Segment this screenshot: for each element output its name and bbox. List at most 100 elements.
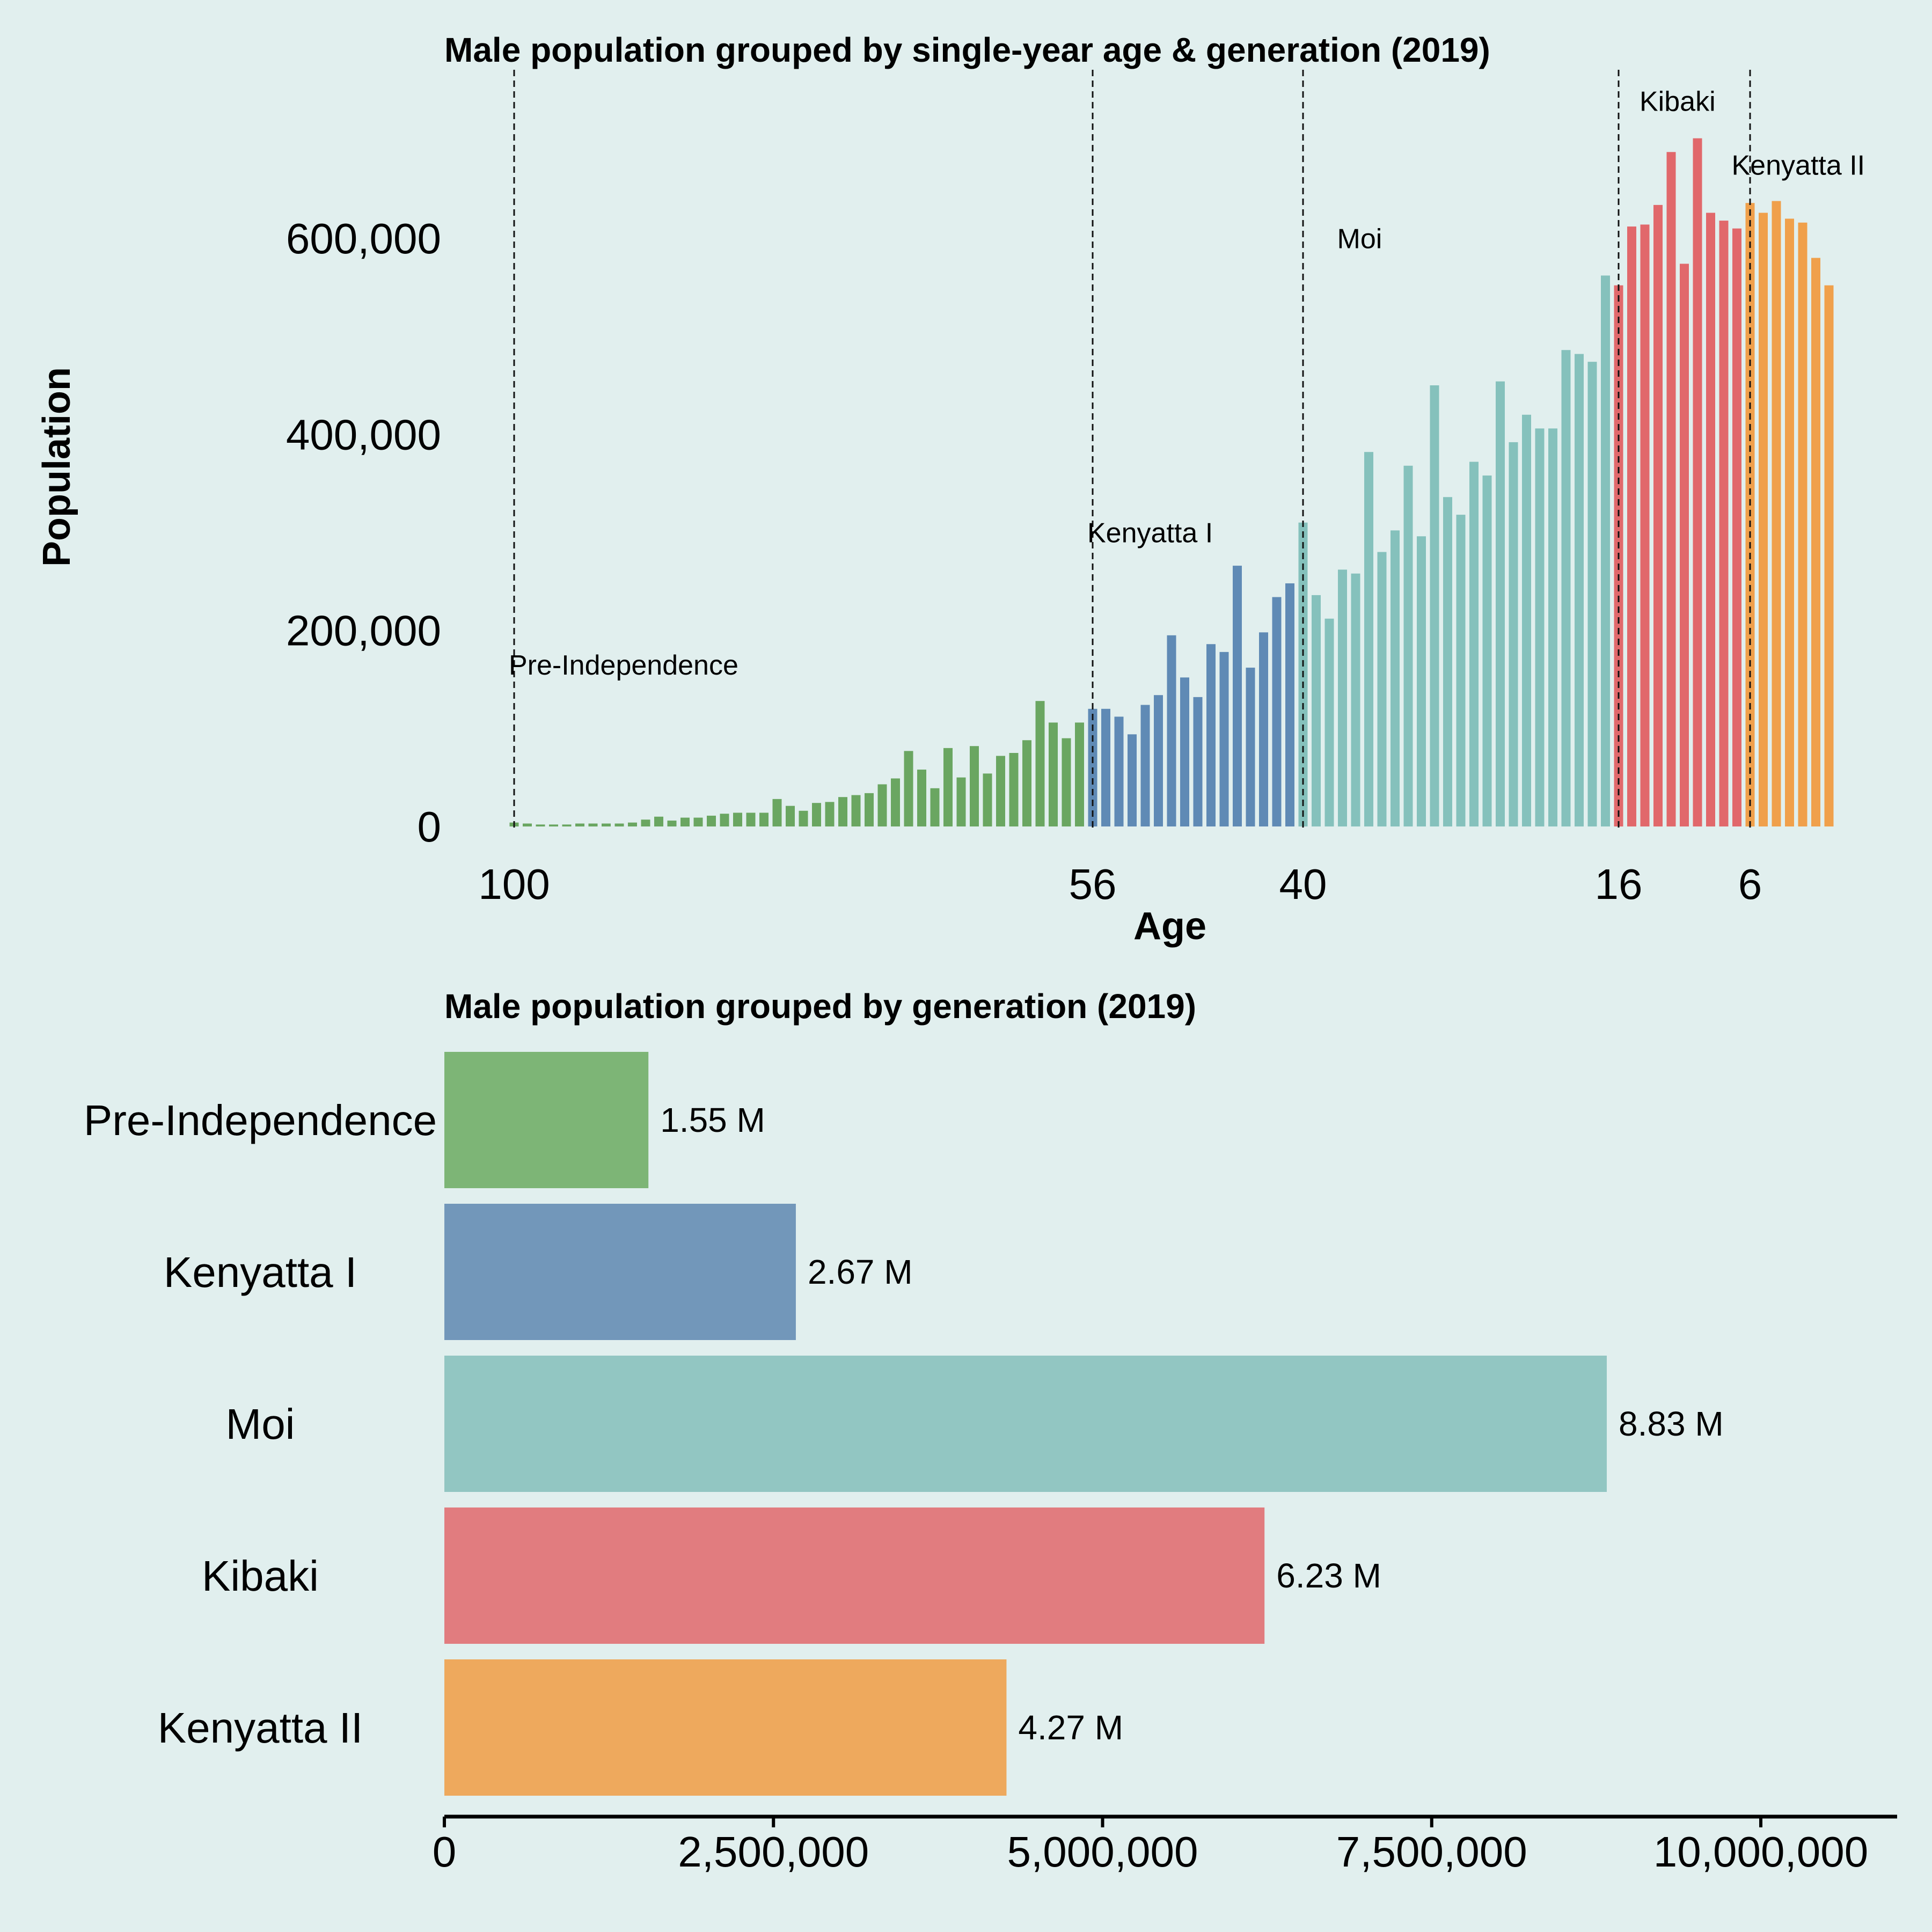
age-bar-33 bbox=[1391, 530, 1400, 826]
age-bar-41 bbox=[1285, 583, 1294, 826]
age-bar-34 bbox=[1377, 552, 1387, 826]
generation-label-kenyatta-ii: Kenyatta II bbox=[1732, 150, 1865, 181]
age-bar-99 bbox=[523, 823, 532, 826]
value-label-moi: 8.83 M bbox=[1619, 1404, 1724, 1443]
age-bar-43 bbox=[1259, 632, 1268, 826]
age-bar-39 bbox=[1312, 595, 1321, 826]
age-bar-86 bbox=[693, 817, 703, 826]
age-bar-3 bbox=[1785, 218, 1794, 826]
age-bar-50 bbox=[1167, 635, 1176, 826]
x-tick-label: 0 bbox=[433, 1828, 457, 1876]
value-label-pre-independence: 1.55 M bbox=[660, 1101, 765, 1139]
generation-chart-title: Male population grouped by generation (2… bbox=[444, 987, 1196, 1026]
age-bar-77 bbox=[812, 803, 821, 826]
value-label-kenyatta-i: 2.67 M bbox=[808, 1253, 913, 1291]
age-bar-18 bbox=[1587, 362, 1597, 826]
age-bar-66 bbox=[956, 777, 966, 826]
generation-chart-x-ticks: 0 2,500,000 5,000,000 7,500,000 10,000,000 bbox=[433, 1817, 1868, 1876]
age-bar-13 bbox=[1653, 204, 1663, 827]
age-bar-97 bbox=[549, 824, 558, 826]
generation-bar-kibaki bbox=[444, 1507, 1265, 1644]
value-label-kibaki: 6.23 M bbox=[1276, 1556, 1381, 1595]
age-chart-title: Male population grouped by single-year a… bbox=[444, 31, 1490, 69]
age-bar-69 bbox=[917, 770, 926, 826]
age-bar-11 bbox=[1680, 264, 1689, 826]
age-bar-89 bbox=[654, 816, 663, 826]
age-bar-78 bbox=[799, 810, 808, 826]
age-bar-82 bbox=[746, 813, 756, 826]
age-bar-87 bbox=[680, 817, 690, 826]
category-label-kenyatta-i: Kenyatta I bbox=[164, 1248, 357, 1296]
age-bar-81 bbox=[759, 813, 769, 826]
x-tick-label: 40 bbox=[1279, 860, 1327, 908]
age-bar-19 bbox=[1575, 354, 1584, 826]
generation-label-pre-independence: Pre-Independence bbox=[509, 650, 738, 681]
age-bar-29 bbox=[1443, 497, 1452, 826]
age-bar-70 bbox=[904, 751, 913, 826]
x-tick-label: 56 bbox=[1069, 860, 1117, 908]
age-bar-53 bbox=[1128, 734, 1137, 826]
generation-bar-pre-independence bbox=[444, 1052, 649, 1188]
age-bar-57 bbox=[1075, 722, 1084, 826]
y-tick-label: 600,000 bbox=[286, 215, 441, 262]
generation-bar-moi bbox=[444, 1356, 1607, 1492]
age-bar-67 bbox=[943, 748, 953, 826]
age-bar-22 bbox=[1535, 428, 1545, 826]
age-bar-62 bbox=[1009, 753, 1019, 826]
age-bar-95 bbox=[575, 823, 584, 826]
x-tick-label: 16 bbox=[1595, 860, 1643, 908]
x-tick-label: 2,500,000 bbox=[678, 1828, 869, 1876]
age-bar-5 bbox=[1759, 213, 1768, 827]
age-bar-96 bbox=[562, 824, 572, 826]
age-bar-85 bbox=[707, 815, 716, 826]
age-bar-79 bbox=[786, 806, 795, 826]
category-label-kenyatta-ii: Kenyatta II bbox=[158, 1704, 363, 1752]
age-chart-y-axis-title: Population bbox=[35, 367, 78, 567]
generation-chart-bars: Pre-Independence 1.55 M Kenyatta I 2.67 M Mo… bbox=[84, 1052, 1724, 1796]
age-bar-38 bbox=[1324, 618, 1334, 826]
age-bar-93 bbox=[602, 823, 611, 826]
age-bar-73 bbox=[865, 793, 874, 826]
age-bar-42 bbox=[1272, 597, 1282, 826]
age-bar-54 bbox=[1114, 716, 1124, 826]
age-bar-49 bbox=[1180, 677, 1189, 826]
age-bar-0 bbox=[1824, 285, 1834, 826]
age-bar-14 bbox=[1640, 224, 1650, 827]
age-population-chart: Male population grouped by single-year a… bbox=[35, 31, 1865, 948]
age-bar-47 bbox=[1206, 644, 1216, 826]
age-bar-94 bbox=[588, 823, 598, 826]
age-bar-44 bbox=[1246, 668, 1255, 826]
generation-total-chart: Male population grouped by generation (2… bbox=[84, 987, 1897, 1876]
age-bar-28 bbox=[1456, 515, 1466, 826]
age-bar-35 bbox=[1364, 452, 1373, 826]
age-bar-7 bbox=[1732, 228, 1741, 826]
age-bar-46 bbox=[1219, 652, 1229, 826]
age-bar-58 bbox=[1062, 738, 1071, 826]
age-chart-y-ticks: 0 200,000 400,000 600,000 bbox=[286, 215, 441, 851]
age-bar-36 bbox=[1351, 573, 1360, 826]
age-bar-21 bbox=[1548, 428, 1557, 826]
age-bar-8 bbox=[1719, 221, 1729, 826]
age-bar-63 bbox=[996, 756, 1005, 826]
x-tick-label: 10,000,000 bbox=[1653, 1828, 1868, 1876]
age-bar-9 bbox=[1706, 213, 1715, 827]
category-label-kibaki: Kibaki bbox=[202, 1552, 319, 1600]
age-bar-31 bbox=[1417, 536, 1426, 826]
age-bar-72 bbox=[877, 784, 887, 826]
y-tick-label: 0 bbox=[418, 803, 442, 851]
age-bar-68 bbox=[930, 788, 940, 826]
age-bar-90 bbox=[641, 819, 650, 826]
age-bar-23 bbox=[1522, 414, 1531, 826]
age-bar-4 bbox=[1772, 201, 1781, 826]
value-label-kenyatta-ii: 4.27 M bbox=[1018, 1708, 1123, 1747]
y-tick-label: 200,000 bbox=[286, 607, 441, 655]
age-bar-71 bbox=[891, 778, 900, 826]
age-bar-84 bbox=[720, 814, 729, 826]
age-bar-48 bbox=[1193, 697, 1203, 826]
age-bar-10 bbox=[1693, 138, 1702, 827]
category-label-pre-independence: Pre-Independence bbox=[84, 1096, 437, 1144]
age-bar-2 bbox=[1798, 222, 1807, 827]
age-bar-25 bbox=[1496, 381, 1505, 826]
category-label-moi: Moi bbox=[226, 1400, 295, 1448]
